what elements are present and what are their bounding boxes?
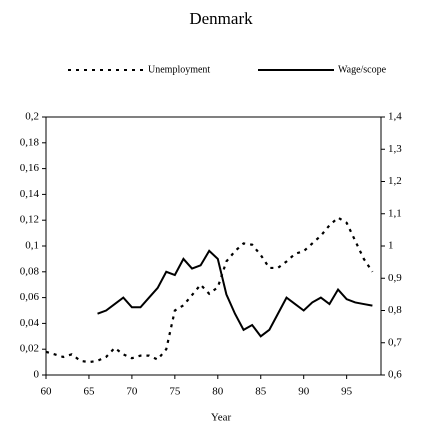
chart-title: Denmark — [189, 9, 253, 28]
y-tick-label: 0,1 — [25, 240, 39, 252]
x-tick-label: 65 — [83, 386, 95, 398]
x-tick-label: 85 — [255, 386, 267, 398]
x-tick-label: 75 — [169, 386, 181, 398]
x-tick-label: 90 — [298, 386, 310, 398]
y-tick-label: 0,18 — [20, 136, 40, 148]
x-axis-label: Year — [211, 412, 232, 424]
y2-tick-label: 1,4 — [388, 111, 402, 123]
y-tick-label: 0,14 — [20, 188, 40, 200]
legend-label: Unemployment — [148, 64, 210, 75]
x-tick-label: 80 — [212, 386, 224, 398]
x-tick-label: 70 — [126, 386, 138, 398]
y-tick-label: 0,04 — [20, 317, 40, 329]
y-tick-label: 0,12 — [20, 214, 39, 226]
series-line — [45, 216, 374, 364]
x-tick-label: 60 — [41, 386, 53, 398]
y-tick-label: 0,08 — [20, 265, 40, 277]
y2-tick-label: 0,7 — [388, 336, 402, 348]
y2-tick-label: 1,2 — [388, 175, 402, 187]
legend-label: Wage/scope — [338, 64, 387, 75]
y-tick-label: 0 — [34, 369, 40, 381]
y2-tick-label: 0,6 — [388, 369, 402, 381]
y-tick-label: 0,06 — [20, 291, 40, 303]
plot-frame — [45, 116, 382, 376]
y2-tick-label: 1,1 — [388, 207, 402, 219]
y2-tick-label: 1,3 — [388, 143, 402, 155]
x-tick-label: 95 — [341, 386, 353, 398]
y2-tick-label: 0,9 — [388, 272, 402, 284]
y-tick-label: 0,02 — [20, 343, 39, 355]
y2-tick-label: 1 — [388, 240, 394, 252]
y2-tick-label: 0,8 — [388, 304, 402, 316]
y-tick-label: 0,16 — [20, 162, 40, 174]
y-tick-label: 0,2 — [25, 111, 39, 123]
series-line — [97, 249, 373, 338]
